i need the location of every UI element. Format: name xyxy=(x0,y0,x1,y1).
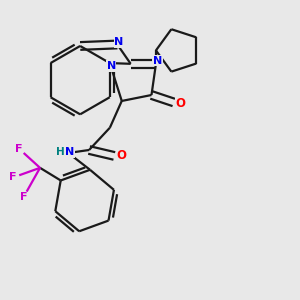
Text: F: F xyxy=(20,192,27,202)
Text: N: N xyxy=(153,56,162,66)
Text: H: H xyxy=(56,147,64,157)
Text: F: F xyxy=(15,144,22,154)
Text: F: F xyxy=(9,172,17,182)
Text: N: N xyxy=(114,37,123,47)
Text: N: N xyxy=(65,147,74,157)
Text: O: O xyxy=(175,98,185,110)
Text: O: O xyxy=(117,149,127,162)
Text: N: N xyxy=(106,61,116,71)
